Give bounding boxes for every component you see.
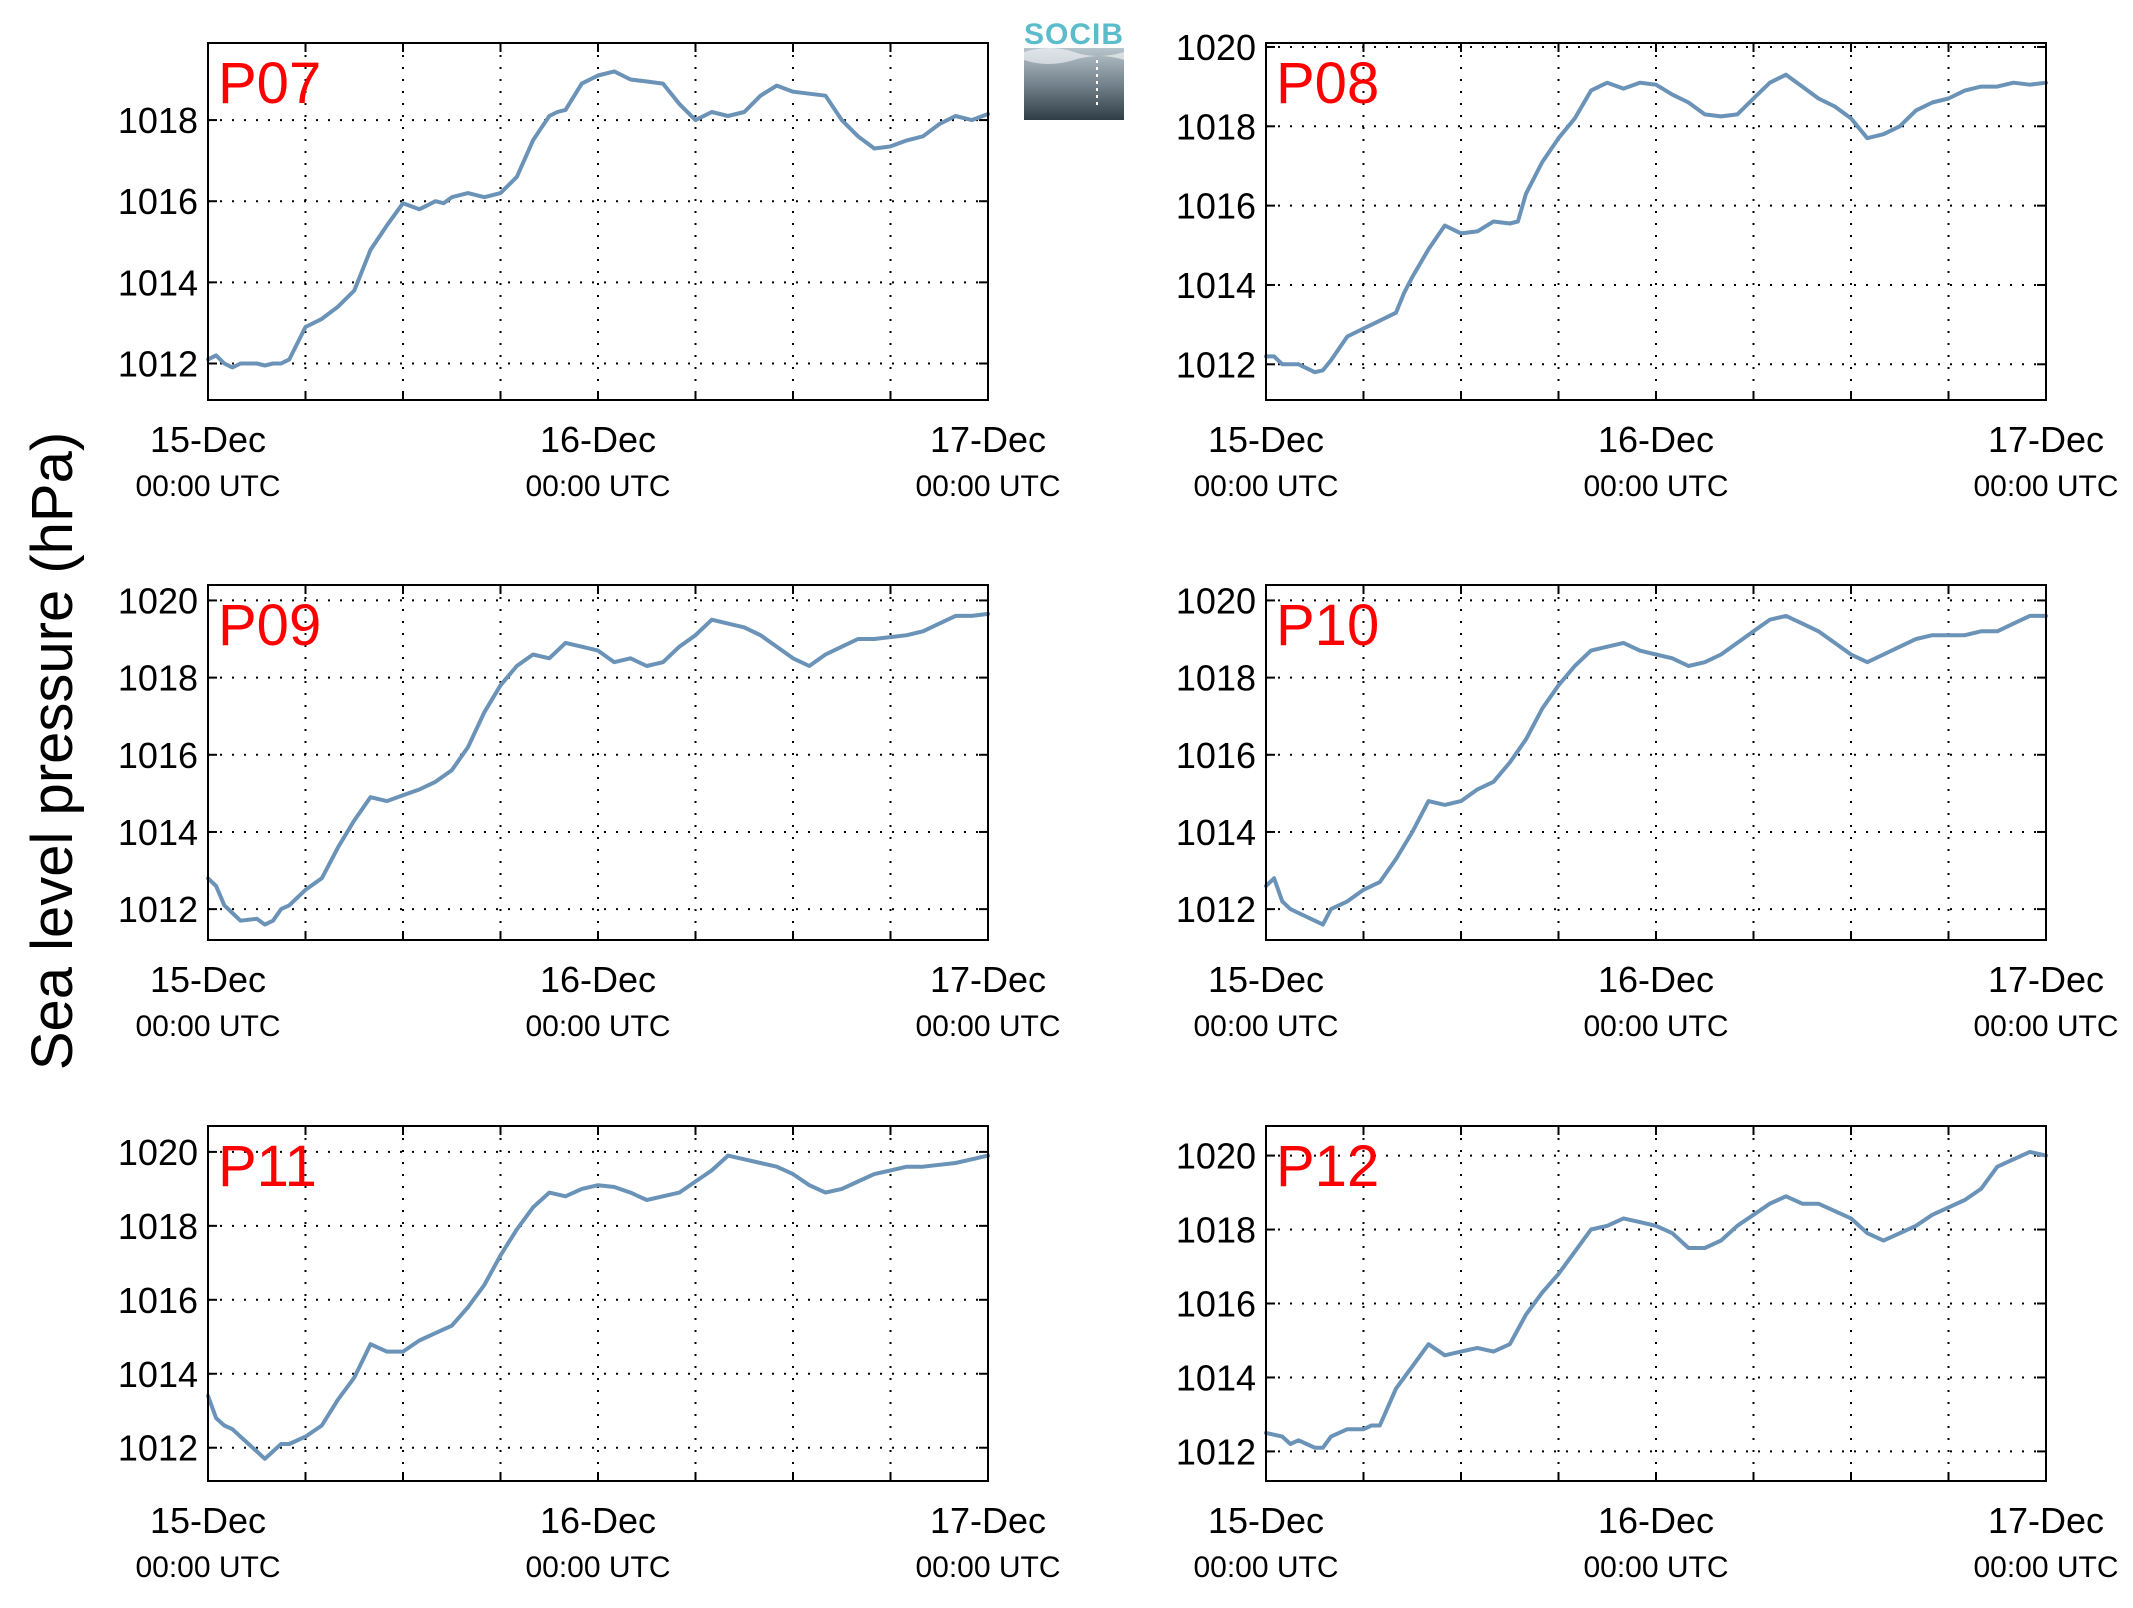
x-tick-label-time: 00:00 UTC xyxy=(1973,1551,2118,1584)
x-tick-label-day: 16-Dec xyxy=(540,1500,656,1541)
axes-frame xyxy=(1265,1125,2047,1482)
x-tick-label-time: 00:00 UTC xyxy=(1973,470,2118,503)
x-tick-label-time: 00:00 UTC xyxy=(915,470,1060,503)
panel-label: P07 xyxy=(218,51,321,116)
x-tick-label-time: 00:00 UTC xyxy=(1973,1010,2118,1043)
logo-wave-icon xyxy=(1024,48,1124,64)
x-tick-label-time: 00:00 UTC xyxy=(1583,1010,1728,1043)
panel-label: P10 xyxy=(1276,593,1379,658)
x-tick-label-day: 17-Dec xyxy=(1988,1500,2104,1541)
socib-logo: SOCIB xyxy=(1024,18,1124,120)
series-line xyxy=(206,1153,990,1461)
figure-ylabel: Sea level pressure (hPa) xyxy=(20,432,85,1070)
x-tick-label-day: 17-Dec xyxy=(1988,959,2104,1000)
y-tick-label: 1016 xyxy=(1176,1284,1256,1325)
x-tick-label-day: 16-Dec xyxy=(540,959,656,1000)
y-tick-label: 1012 xyxy=(1176,1431,1256,1472)
y-tick-label: 1018 xyxy=(118,100,198,141)
x-tick-label-time: 00:00 UTC xyxy=(1583,1551,1728,1584)
axes-frame xyxy=(207,42,989,401)
x-tick-label-day: 15-Dec xyxy=(1208,419,1324,460)
x-tick-label-day: 15-Dec xyxy=(150,419,266,460)
panel-label: P09 xyxy=(218,593,321,658)
axes-frame xyxy=(207,1125,989,1482)
series-line xyxy=(1264,72,2048,375)
y-tick-label: 1012 xyxy=(118,889,198,930)
panel-label: P11 xyxy=(218,1134,317,1199)
x-tick-label-time: 00:00 UTC xyxy=(1583,470,1728,503)
y-tick-label: 1012 xyxy=(1176,889,1256,930)
y-tick-label: 1020 xyxy=(1176,27,1256,68)
y-tick-label: 1012 xyxy=(118,343,198,384)
axes-frame xyxy=(1265,584,2047,941)
y-tick-label: 1020 xyxy=(1176,1136,1256,1177)
panels: 1012 1014 1016 1018 15-Dec 00:00 UTC 16-Dec 00:… xyxy=(118,27,2119,1584)
y-tick-label: 1020 xyxy=(118,580,198,621)
y-tick-label: 1020 xyxy=(1176,580,1256,621)
x-tick-label-day: 15-Dec xyxy=(150,959,266,1000)
x-tick-label-time: 00:00 UTC xyxy=(525,1010,670,1043)
x-tick-label-time: 00:00 UTC xyxy=(525,470,670,503)
chart-panel-p10: 1012 1014 1016 1018 1020 15-Dec 00:00 UTC 16-De… xyxy=(1176,580,2119,1043)
series-line xyxy=(206,611,990,927)
x-tick-label-day: 16-Dec xyxy=(540,419,656,460)
x-tick-label-time: 00:00 UTC xyxy=(1193,1010,1338,1043)
x-tick-label-time: 00:00 UTC xyxy=(135,1551,280,1584)
chart-panel-p09: 1012 1014 1016 1018 1020 15-Dec 00:00 UTC 16-De… xyxy=(118,580,1061,1043)
axes-frame xyxy=(207,584,989,941)
y-tick-label: 1014 xyxy=(1176,1357,1256,1398)
y-tick-label: 1018 xyxy=(1176,106,1256,147)
x-tick-label-time: 00:00 UTC xyxy=(135,470,280,503)
x-tick-label-time: 00:00 UTC xyxy=(915,1010,1060,1043)
y-tick-label: 1012 xyxy=(118,1428,198,1469)
chart-panel-p07: 1012 1014 1016 1018 15-Dec 00:00 UTC 16-Dec 00:… xyxy=(118,42,1061,503)
x-tick-label-day: 17-Dec xyxy=(930,959,1046,1000)
x-tick-label-time: 00:00 UTC xyxy=(1193,1551,1338,1584)
y-tick-label: 1014 xyxy=(118,262,198,303)
x-tick-label-day: 15-Dec xyxy=(150,1500,266,1541)
series-line xyxy=(206,69,990,370)
y-tick-label: 1014 xyxy=(118,1354,198,1395)
x-tick-label-day: 16-Dec xyxy=(1598,959,1714,1000)
y-tick-label: 1014 xyxy=(118,812,198,853)
y-tick-label: 1016 xyxy=(118,1280,198,1321)
x-tick-label-time: 00:00 UTC xyxy=(1193,470,1338,503)
x-tick-label-day: 17-Dec xyxy=(1988,419,2104,460)
y-tick-label: 1018 xyxy=(118,658,198,699)
axes-frame xyxy=(1265,42,2047,401)
x-tick-label-day: 15-Dec xyxy=(1208,1500,1324,1541)
y-tick-label: 1018 xyxy=(118,1206,198,1247)
y-tick-label: 1016 xyxy=(1176,735,1256,776)
y-tick-label: 1014 xyxy=(1176,812,1256,853)
y-tick-label: 1012 xyxy=(1176,344,1256,385)
y-tick-label: 1016 xyxy=(1176,186,1256,227)
logo-text: SOCIB xyxy=(1024,18,1124,51)
x-tick-label-day: 16-Dec xyxy=(1598,419,1714,460)
series-line xyxy=(1264,613,2048,927)
y-tick-label: 1020 xyxy=(118,1132,198,1173)
x-tick-label-day: 17-Dec xyxy=(930,1500,1046,1541)
panel-label: P08 xyxy=(1276,51,1379,116)
x-tick-label-day: 16-Dec xyxy=(1598,1500,1714,1541)
series-line xyxy=(1264,1149,2048,1450)
y-tick-label: 1018 xyxy=(1176,658,1256,699)
chart-panel-p08: 1012 1014 1016 1018 1020 15-Dec 00:00 UTC 16-De… xyxy=(1176,27,2119,503)
x-tick-label-time: 00:00 UTC xyxy=(915,1551,1060,1584)
x-tick-label-time: 00:00 UTC xyxy=(135,1010,280,1043)
x-tick-label-day: 17-Dec xyxy=(930,419,1046,460)
y-tick-label: 1016 xyxy=(118,181,198,222)
y-tick-label: 1014 xyxy=(1176,265,1256,306)
panel-label: P12 xyxy=(1276,1134,1379,1199)
x-tick-label-day: 15-Dec xyxy=(1208,959,1324,1000)
y-tick-label: 1016 xyxy=(118,735,198,776)
chart-panel-p11: 1012 1014 1016 1018 1020 15-Dec 00:00 UTC 16-De… xyxy=(118,1125,1061,1584)
chart-panel-p12: 1012 1014 1016 1018 1020 15-Dec 00:00 UTC 16-De… xyxy=(1176,1125,2119,1584)
x-tick-label-time: 00:00 UTC xyxy=(525,1551,670,1584)
y-tick-label: 1018 xyxy=(1176,1210,1256,1251)
